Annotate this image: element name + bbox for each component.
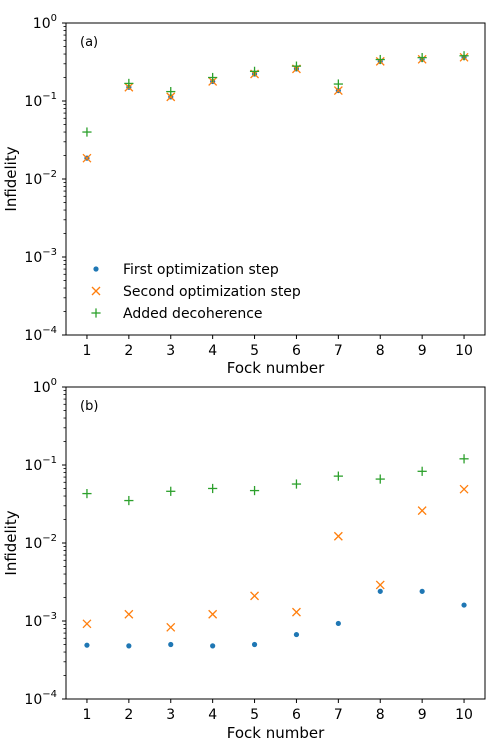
point-plus-10	[459, 454, 469, 464]
y-tick-label: 100	[33, 13, 57, 32]
plot-frame	[65, 386, 486, 700]
x-tick-label: 4	[208, 343, 217, 359]
x-tick-label: 5	[250, 707, 259, 723]
x-tick-label: 10	[455, 707, 473, 723]
point-x-4	[208, 609, 218, 619]
point-x-3	[166, 622, 176, 632]
y-tick-label: 10−4	[24, 325, 57, 344]
x-tick-label: 6	[292, 343, 301, 359]
data-layer	[82, 454, 469, 649]
x-tick-label: 6	[292, 707, 301, 723]
legend: First optimization step Second optimizati…	[91, 262, 301, 322]
point-plus-7	[333, 79, 343, 89]
point-plus-3	[166, 86, 176, 97]
legend-entry: Second optimization step	[123, 284, 301, 300]
y-tick-label: 100	[33, 377, 57, 396]
point-x-1	[82, 619, 92, 629]
point-plus-6	[291, 479, 302, 489]
legend-entry: First optimization step	[123, 262, 279, 278]
point-x-5	[250, 591, 260, 601]
chart-panel-2: 100 10−1 10−2 10−3 10−4 1 2 3 4 5 6 7 8 9 10 Fock numbe…	[2, 377, 486, 742]
point-x-7	[333, 86, 343, 96]
x-tick-label: 5	[250, 343, 259, 359]
point-x-9	[417, 506, 427, 516]
x-tick-label: 2	[124, 343, 133, 359]
legend-marker	[93, 266, 99, 272]
x-tick-label: 7	[334, 343, 343, 359]
point-x-3	[166, 92, 176, 102]
point-dot-2	[126, 643, 132, 649]
y-axis-label: Infidelity	[2, 146, 20, 211]
legend-entry: Added decoherence	[123, 306, 263, 322]
point-plus-8	[375, 54, 385, 65]
y-tick-label: 10−2	[24, 169, 57, 188]
x-axis-label: Fock number	[227, 724, 325, 742]
point-plus-5	[249, 66, 260, 76]
point-dot-9	[419, 588, 425, 594]
panel-label: (a)	[80, 35, 98, 50]
point-plus-10	[459, 51, 469, 61]
x-tick-label: 4	[208, 707, 217, 723]
point-plus-1	[82, 488, 92, 499]
point-dot-1	[84, 642, 90, 648]
point-plus-1	[82, 127, 92, 137]
point-dot-6	[293, 631, 300, 638]
point-plus-4	[208, 72, 218, 83]
point-plus-5	[249, 485, 260, 496]
point-dot-4	[210, 643, 216, 649]
legend-marker	[91, 308, 101, 318]
data-layer	[82, 51, 469, 163]
point-plus-8	[375, 474, 385, 484]
x-tick-label: 3	[166, 343, 175, 359]
point-plus-2	[124, 78, 134, 89]
x-tick-label: 2	[124, 707, 133, 723]
point-plus-3	[166, 486, 176, 496]
point-x-2	[124, 609, 134, 619]
point-x-7	[333, 531, 343, 541]
panel-label: (b)	[80, 399, 98, 414]
point-x-1	[82, 153, 92, 163]
y-tick-label: 10−2	[24, 533, 57, 552]
legend-marker	[91, 286, 101, 296]
x-tick-label: 7	[334, 707, 343, 723]
y-tick-label: 10−1	[24, 91, 57, 110]
point-dot-7	[335, 620, 341, 627]
point-plus-2	[124, 495, 134, 506]
point-dot-10	[461, 602, 467, 608]
x-tick-label: 1	[82, 707, 91, 723]
point-x-8	[375, 580, 385, 590]
x-tick-label: 8	[376, 707, 385, 723]
y-axis-label: Infidelity	[2, 510, 20, 575]
point-dot-5	[251, 641, 258, 648]
point-plus-9	[417, 466, 427, 476]
point-dot-3	[168, 641, 174, 648]
point-plus-7	[333, 471, 343, 481]
y-tick-label: 10−4	[24, 689, 57, 708]
point-x-10	[459, 484, 469, 494]
x-tick-label: 3	[166, 707, 175, 723]
x-tick-label: 8	[376, 343, 385, 359]
point-dot-8	[377, 588, 383, 594]
y-tick-label: 10−1	[24, 455, 57, 474]
x-tick-label: 1	[82, 343, 91, 359]
x-axis-label: Fock number	[227, 359, 325, 377]
point-plus-9	[417, 53, 427, 63]
y-tick-label: 10−3	[24, 611, 57, 630]
point-plus-4	[208, 483, 218, 494]
x-tick-label: 10	[455, 343, 473, 359]
chart-panel-1: 100 10−1 10−2 10−3 10−4 1 2 3 4 5 6 7 8 9 10 Fock numbe…	[2, 13, 486, 377]
x-tick-label: 9	[418, 707, 427, 723]
point-plus-6	[291, 61, 302, 71]
y-tick-label: 10−3	[24, 247, 57, 266]
x-tick-label: 9	[418, 343, 427, 359]
point-x-6	[291, 607, 301, 617]
